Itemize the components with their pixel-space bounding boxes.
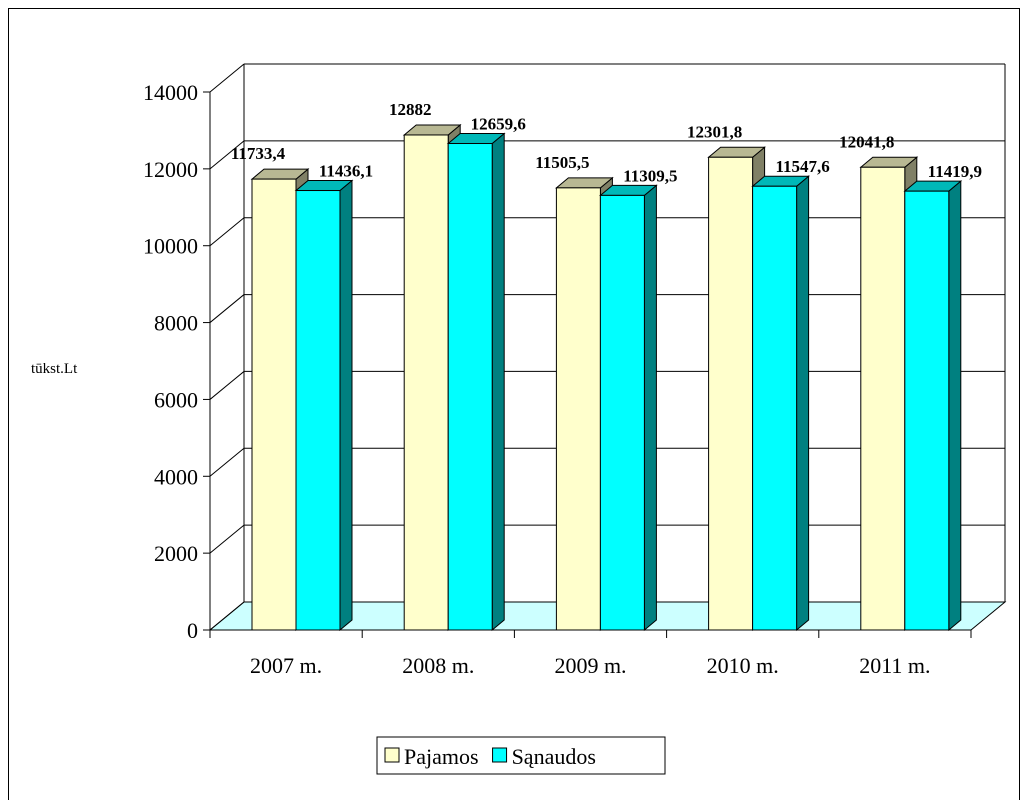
legend-swatch bbox=[384, 747, 400, 763]
bar-side bbox=[796, 175, 810, 632]
bar bbox=[904, 190, 950, 631]
y-tick-label: 4000 bbox=[154, 464, 198, 489]
data-label: 11505,5 bbox=[535, 153, 589, 172]
x-tick-label: 2011 m. bbox=[859, 653, 930, 678]
bar-side bbox=[491, 132, 505, 632]
data-label: 12659,6 bbox=[471, 115, 526, 134]
x-tick-label: 2008 m. bbox=[402, 653, 474, 678]
side-gridline bbox=[209, 371, 245, 400]
bar bbox=[251, 178, 297, 631]
y-tick-label: 2000 bbox=[154, 541, 198, 566]
side-gridline bbox=[209, 601, 245, 631]
legend-box bbox=[376, 736, 666, 775]
y-tick-label: 8000 bbox=[154, 311, 198, 336]
y-tick-label: 12000 bbox=[143, 157, 198, 182]
y-tick-label: 0 bbox=[187, 618, 198, 643]
bar bbox=[403, 134, 449, 631]
bar bbox=[708, 156, 754, 631]
side-gridline bbox=[209, 217, 245, 247]
legend-swatch bbox=[492, 747, 508, 763]
data-label: 11733,4 bbox=[231, 144, 286, 163]
data-label: 11309,5 bbox=[623, 166, 677, 185]
bar bbox=[599, 194, 645, 631]
side-gridline bbox=[209, 294, 245, 323]
data-label: 12882 bbox=[389, 100, 432, 119]
y-tick-label: 6000 bbox=[154, 387, 198, 412]
data-label: 12041,8 bbox=[839, 132, 894, 151]
data-label: 11419,9 bbox=[928, 162, 982, 181]
x-tick-label: 2007 m. bbox=[250, 653, 322, 678]
data-label: 11436,1 bbox=[319, 162, 373, 181]
side-gridline bbox=[209, 140, 245, 170]
bar bbox=[752, 185, 798, 631]
y-tick-label: 10000 bbox=[143, 234, 198, 259]
x-tick-label: 2009 m. bbox=[554, 653, 626, 678]
bar bbox=[860, 166, 906, 631]
data-label: 11547,6 bbox=[775, 157, 829, 176]
side-gridline bbox=[209, 447, 245, 477]
data-label: 12301,8 bbox=[687, 122, 742, 141]
chart-frame: 0 2000 4000 6000 8000 10000 12000 14000 tūkst.Lt… bbox=[8, 8, 1020, 800]
y-axis-label: tūkst.Lt bbox=[31, 361, 78, 377]
side-gridline bbox=[209, 63, 245, 93]
bar-side bbox=[339, 179, 353, 632]
legend-label: Sąnaudos bbox=[512, 744, 596, 769]
bar-side bbox=[643, 184, 657, 632]
bar-side bbox=[948, 180, 962, 632]
bar-chart: 0 2000 4000 6000 8000 10000 12000 14000 tūkst.Lt… bbox=[31, 63, 1007, 775]
side-gridline bbox=[209, 524, 245, 554]
bar bbox=[555, 187, 601, 631]
y-tick-label: 14000 bbox=[143, 80, 198, 105]
legend-label: Pajamos bbox=[404, 744, 479, 769]
bar bbox=[295, 190, 341, 631]
x-tick-label: 2010 m. bbox=[707, 653, 779, 678]
bar bbox=[447, 143, 493, 631]
